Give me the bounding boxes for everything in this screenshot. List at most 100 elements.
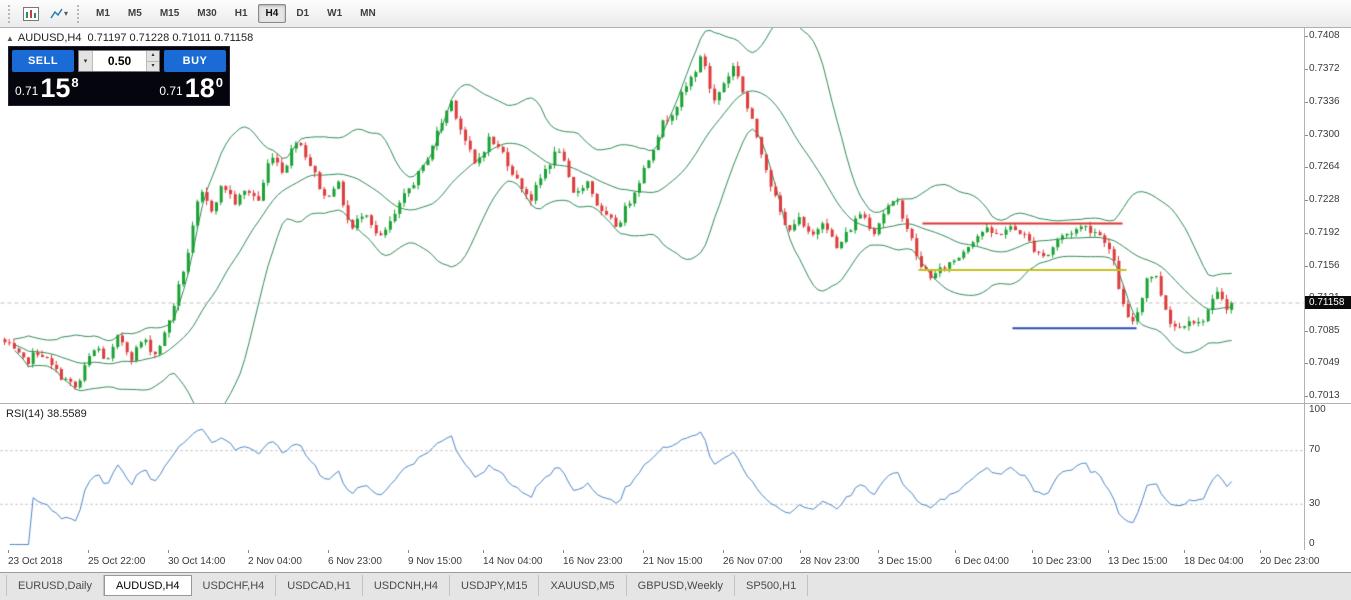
sell-price-point: 8 [71, 75, 79, 90]
rsi-axis[interactable]: 100 70 30 0 [1305, 404, 1351, 550]
rsi-axis-label: 100 [1309, 404, 1326, 415]
price-axis-label: 0.7228 [1309, 194, 1340, 206]
timeframe-button-m15[interactable]: M15 [159, 8, 180, 19]
time-axis-tick [1260, 550, 1261, 553]
time-axis-label: 13 Dec 15:00 [1108, 556, 1168, 567]
price-axis-tick [1305, 36, 1308, 38]
time-axis-label: 3 Dec 15:00 [878, 556, 932, 567]
time-axis-label: 18 Dec 04:00 [1184, 556, 1244, 567]
price-axis-label: 0.7264 [1309, 161, 1340, 173]
time-axis-tick [328, 550, 329, 553]
price-axis-label: 0.7372 [1309, 62, 1340, 74]
chart-tab-eurusd-daily[interactable]: EURUSD,Daily [6, 575, 104, 596]
time-axis-label: 30 Oct 14:00 [168, 556, 226, 567]
time-axis-tick [1032, 550, 1033, 553]
rsi-axis-label: 30 [1309, 497, 1321, 509]
timeframe-button-mn[interactable]: MN [360, 8, 376, 19]
time-axis-tick [1108, 550, 1109, 553]
time-axis-tick [878, 550, 879, 553]
chart-area: ▲ AUDUSD,H4 0.71197 0.71228 0.71011 0.71… [0, 28, 1351, 572]
time-axis-label: 28 Nov 23:00 [800, 556, 860, 567]
chart-ohlc-values: 0.71197 0.71228 0.71011 0.71158 [87, 32, 254, 44]
toolbar-grip-2[interactable] [77, 4, 83, 23]
buy-price[interactable]: 0.71 18 0 [159, 74, 223, 102]
price-axis-tick [1305, 134, 1308, 136]
price-axis-tick [1305, 167, 1308, 169]
rsi-indicator-canvas[interactable] [0, 404, 1304, 550]
time-axis-tick [248, 550, 249, 553]
chart-tab-audusd-h4[interactable]: AUDUSD,H4 [103, 575, 192, 596]
time-axis-label: 25 Oct 22:00 [88, 556, 146, 567]
price-axis-label: 0.7049 [1309, 357, 1340, 369]
timeframe-button-h1[interactable]: H1 [234, 8, 248, 19]
time-axis-label: 23 Oct 2018 [8, 556, 63, 567]
chart-tab-gbpusd-weekly[interactable]: GBPUSD,Weekly [627, 575, 736, 596]
timeframe-button-m30[interactable]: M30 [197, 8, 217, 19]
indicator-panel-separator[interactable] [0, 403, 1351, 404]
chart-tab-bar: EURUSD,Daily AUDUSD,H4 USDCHF,H4 USDCAD,H1 U… [0, 572, 1351, 600]
chart-tab-usdcnh-h4[interactable]: USDCNH,H4 [363, 575, 451, 596]
time-axis-tick [168, 550, 169, 553]
timeframe-button-m1[interactable]: M1 [96, 8, 110, 19]
chart-symbol-header: ▲ AUDUSD,H4 0.71197 0.71228 0.71011 0.71… [6, 32, 253, 44]
lot-size-field[interactable]: ▾ 0.50 ▴ ▾ [78, 50, 160, 72]
indicators-dropdown-icon[interactable]: ▾ [46, 4, 71, 24]
rsi-axis-label: 70 [1309, 444, 1321, 456]
time-axis-tick [8, 550, 9, 553]
chart-window-icon[interactable] [20, 4, 42, 24]
timeframe-button-m5[interactable]: M5 [127, 8, 142, 19]
chart-tab-usdchf-h4[interactable]: USDCHF,H4 [192, 575, 277, 596]
time-axis[interactable]: 23 Oct 2018 25 Oct 22:00 30 Oct 14:00 2 Nov… [0, 550, 1351, 572]
chart-tab-sp500-h1[interactable]: SP500,H1 [735, 575, 809, 596]
price-axis-tick [1305, 265, 1308, 267]
chart-tab-usdjpy-m15[interactable]: USDJPY,M15 [450, 575, 540, 596]
lot-decrease-icon[interactable]: ▾ [147, 61, 159, 71]
current-price-tag: 0.71158 [1305, 295, 1351, 309]
price-axis-tick [1305, 363, 1308, 365]
buy-button[interactable]: BUY [164, 50, 226, 72]
timeframe-toolbar: M1 M5 M15 M30 H1 H4 D1 W1 MN [87, 4, 385, 23]
chart-tab-usdcad-h1[interactable]: USDCAD,H1 [276, 575, 363, 596]
buy-price-prefix: 0.71 [159, 84, 183, 98]
rsi-axis-label: 0 [1309, 538, 1315, 549]
time-axis-label: 26 Nov 07:00 [723, 556, 783, 567]
time-axis-tick [408, 550, 409, 553]
time-axis-label: 6 Nov 23:00 [328, 556, 382, 567]
toolbar: ▾ M1 M5 M15 M30 H1 H4 D1 W1 MN [0, 0, 1351, 28]
time-axis-label: 20 Dec 23:00 [1260, 556, 1320, 567]
sell-price-pips: 15 [40, 73, 71, 103]
sell-button[interactable]: SELL [12, 50, 74, 72]
collapse-trade-panel-icon[interactable]: ▲ [6, 33, 14, 43]
price-axis-tick [1305, 68, 1308, 70]
time-axis-tick [1184, 550, 1185, 553]
time-axis-label: 10 Dec 23:00 [1032, 556, 1092, 567]
time-axis-label: 9 Nov 15:00 [408, 556, 462, 567]
time-axis-tick [723, 550, 724, 553]
chart-tab-xauusd-m5[interactable]: XAUUSD,M5 [539, 575, 627, 596]
dropdown-caret-icon: ▾ [64, 9, 69, 18]
lot-size-value[interactable]: 0.50 [107, 54, 132, 68]
timeframe-button-h4[interactable]: H4 [257, 4, 287, 23]
price-axis-label: 0.7156 [1309, 259, 1340, 271]
time-axis-label: 16 Nov 23:00 [563, 556, 623, 567]
price-axis-separator [1304, 28, 1305, 550]
lot-increase-icon[interactable]: ▴ [147, 51, 159, 62]
time-axis-label: 6 Dec 04:00 [955, 556, 1009, 567]
sell-price-prefix: 0.71 [15, 84, 39, 98]
price-axis-tick [1305, 233, 1308, 234]
rsi-indicator-label: RSI(14) 38.5589 [6, 408, 87, 420]
time-axis-tick [483, 550, 484, 553]
price-axis-tick [1305, 330, 1308, 332]
lot-spinner: ▴ ▾ [146, 51, 159, 71]
sell-price[interactable]: 0.71 15 8 [15, 74, 79, 102]
price-axis-label: 0.7300 [1309, 128, 1340, 140]
one-click-trade-panel: SELL ▾ 0.50 ▴ ▾ BUY 0.71 15 8 0.71 18 0 [8, 46, 230, 106]
timeframe-button-w1[interactable]: W1 [327, 8, 343, 19]
price-axis-tick [1305, 101, 1308, 103]
buy-price-point: 0 [215, 75, 223, 90]
price-axis-label: 0.7192 [1309, 227, 1340, 238]
time-axis-label: 14 Nov 04:00 [483, 556, 543, 567]
lot-dropdown-icon[interactable]: ▾ [79, 51, 93, 71]
timeframe-button-d1[interactable]: D1 [296, 8, 310, 19]
toolbar-grip[interactable] [8, 4, 14, 23]
